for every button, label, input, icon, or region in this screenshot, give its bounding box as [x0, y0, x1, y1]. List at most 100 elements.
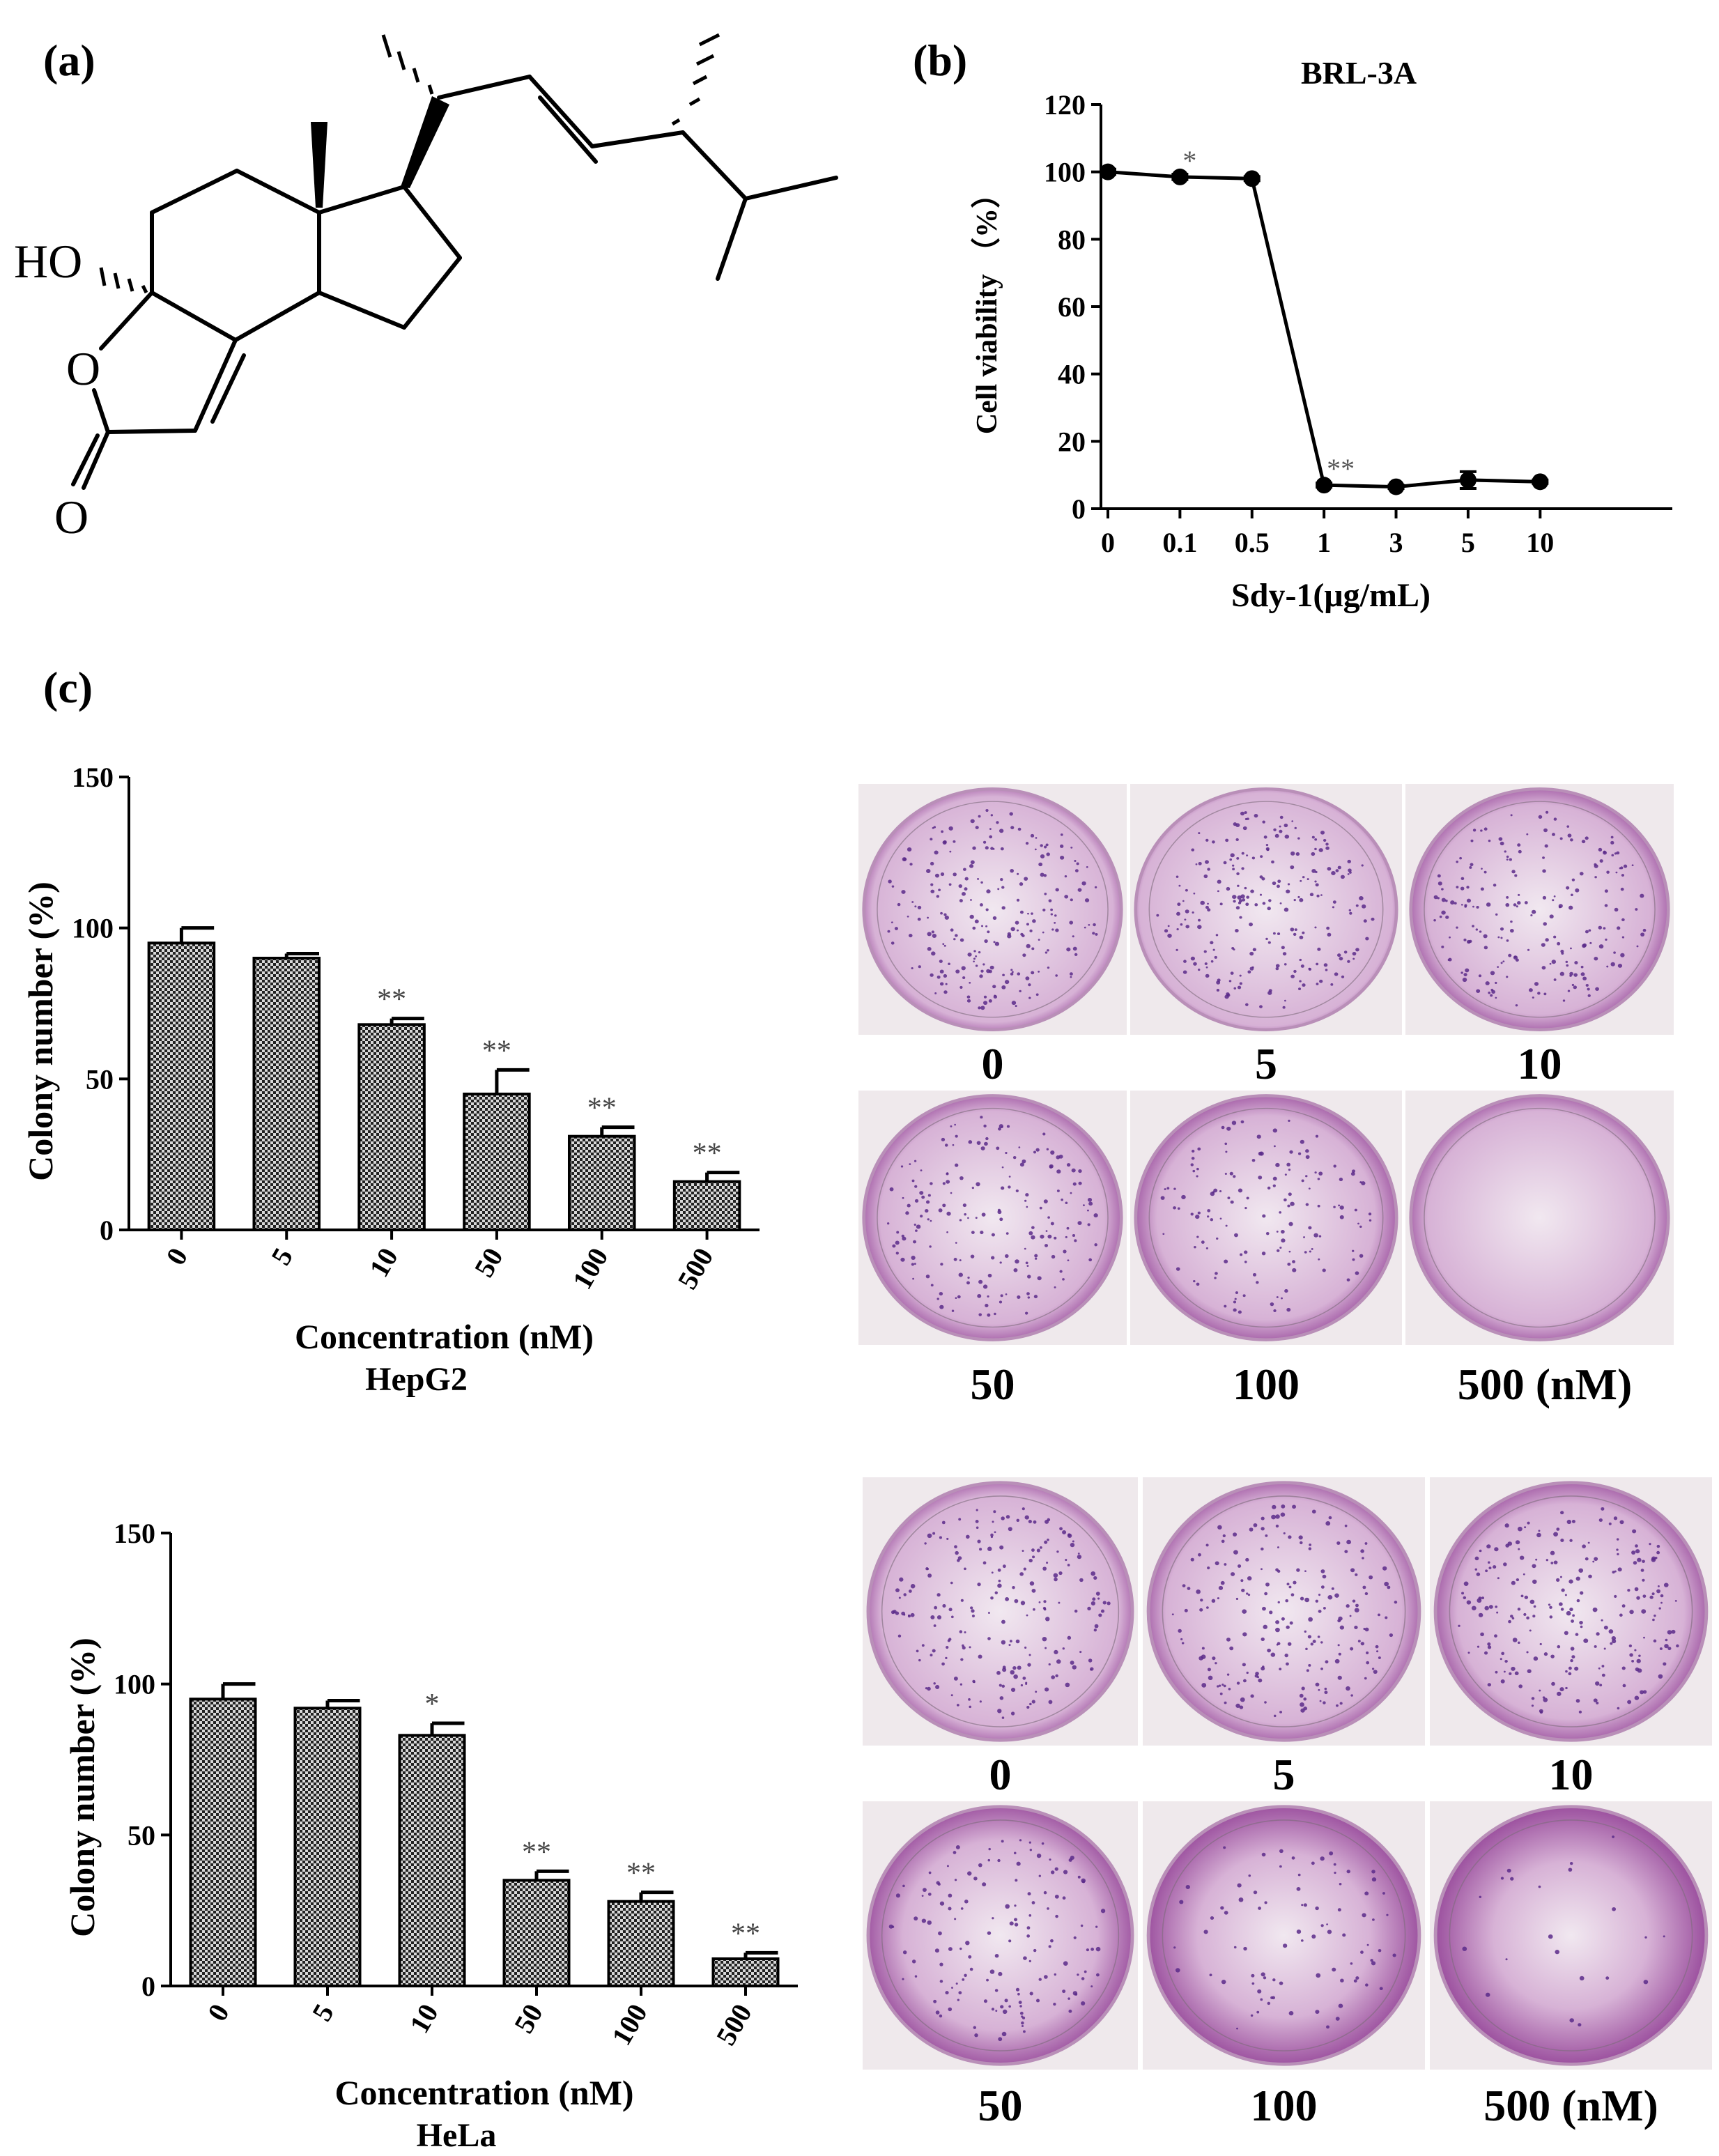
colony — [891, 921, 893, 924]
colony — [1253, 1523, 1258, 1527]
colony — [1162, 1233, 1165, 1235]
colony — [1064, 895, 1069, 899]
colony — [920, 1215, 923, 1218]
colony — [1571, 1655, 1575, 1659]
colony — [1574, 1666, 1579, 1671]
colony — [1534, 982, 1539, 986]
colony — [1048, 1663, 1051, 1666]
colony — [1059, 1527, 1063, 1531]
colony — [1334, 1593, 1339, 1598]
colony — [1564, 1631, 1568, 1635]
colony — [1494, 1547, 1499, 1552]
colony — [1651, 1592, 1655, 1596]
colony — [1505, 1543, 1510, 1548]
colony — [1549, 914, 1554, 919]
colony — [1090, 1985, 1093, 1988]
colony-dish-photo — [863, 1801, 1138, 2070]
colony — [1320, 1924, 1324, 1927]
colony — [1319, 979, 1323, 983]
colony — [1284, 1198, 1287, 1202]
colony — [1297, 837, 1300, 840]
colony — [1620, 887, 1624, 891]
colony — [1302, 876, 1305, 879]
colony — [1273, 1309, 1277, 1313]
colony — [1296, 1930, 1302, 1934]
colony — [1069, 921, 1074, 925]
colony — [969, 982, 971, 984]
colony — [1495, 996, 1497, 999]
colony — [1070, 976, 1072, 978]
colony — [1175, 875, 1179, 878]
colony — [1365, 1983, 1369, 1987]
colony — [1192, 1149, 1195, 1153]
colony — [935, 1685, 940, 1690]
colony — [1196, 1282, 1200, 1286]
colony — [1203, 950, 1207, 953]
colony — [1557, 1645, 1561, 1649]
colony — [1297, 1873, 1301, 1877]
colony — [986, 889, 991, 894]
colony — [1493, 884, 1497, 887]
colony — [1606, 870, 1610, 874]
colony — [1481, 1596, 1485, 1600]
colony — [1341, 975, 1345, 978]
colony — [1676, 1644, 1679, 1648]
colony — [888, 1924, 893, 1929]
colony — [1387, 1585, 1391, 1589]
colony — [1287, 883, 1290, 886]
colony — [964, 1631, 966, 1633]
colony — [980, 969, 984, 973]
colony — [1505, 902, 1510, 907]
colony — [1074, 860, 1077, 862]
colony — [1636, 1596, 1640, 1600]
colony — [1594, 864, 1598, 868]
colony — [1237, 895, 1242, 900]
colony — [920, 1169, 923, 1171]
colony — [1290, 865, 1295, 870]
colony — [1340, 875, 1345, 879]
colony — [1008, 1939, 1012, 1943]
dish-concentration-label: 100 — [1250, 2081, 1318, 2130]
colony — [921, 1195, 925, 1199]
colony — [967, 1871, 972, 1876]
colony — [1294, 826, 1297, 829]
colony — [1317, 1635, 1320, 1638]
colony — [1528, 988, 1533, 992]
colony — [1239, 982, 1242, 985]
colony — [1037, 1276, 1042, 1281]
colony — [1237, 884, 1240, 887]
colony — [1023, 2030, 1026, 2033]
colony — [1350, 1694, 1353, 1697]
colony — [990, 1533, 994, 1537]
colony — [1044, 951, 1048, 954]
colony — [953, 872, 957, 877]
colony — [1022, 1550, 1024, 1552]
colony — [934, 992, 937, 994]
colony — [919, 1191, 924, 1195]
colony — [1665, 1638, 1668, 1642]
colony — [967, 1217, 969, 1219]
colony — [1275, 967, 1279, 971]
colony — [1530, 914, 1533, 916]
colony — [980, 1146, 985, 1150]
colony — [1486, 902, 1491, 907]
colony — [1355, 1603, 1359, 1608]
colony — [1659, 1647, 1663, 1650]
colony-dish-photo — [858, 1091, 1127, 1345]
colony — [1033, 1948, 1037, 1953]
colony — [1009, 1921, 1014, 1926]
colony — [982, 1001, 988, 1006]
colony — [1261, 1568, 1263, 1571]
x-tick-label: 500 — [671, 1242, 719, 1294]
colony — [1237, 1883, 1242, 1888]
colony — [1233, 1532, 1238, 1537]
colony — [1560, 1539, 1564, 1542]
y-tick-label: 0 — [1072, 493, 1086, 525]
colony — [1336, 1704, 1339, 1707]
colony — [927, 1533, 932, 1539]
colony — [1606, 965, 1609, 968]
colony — [1093, 923, 1096, 927]
colony — [1598, 847, 1603, 852]
colony — [1010, 969, 1013, 971]
colony — [1233, 1946, 1237, 1949]
